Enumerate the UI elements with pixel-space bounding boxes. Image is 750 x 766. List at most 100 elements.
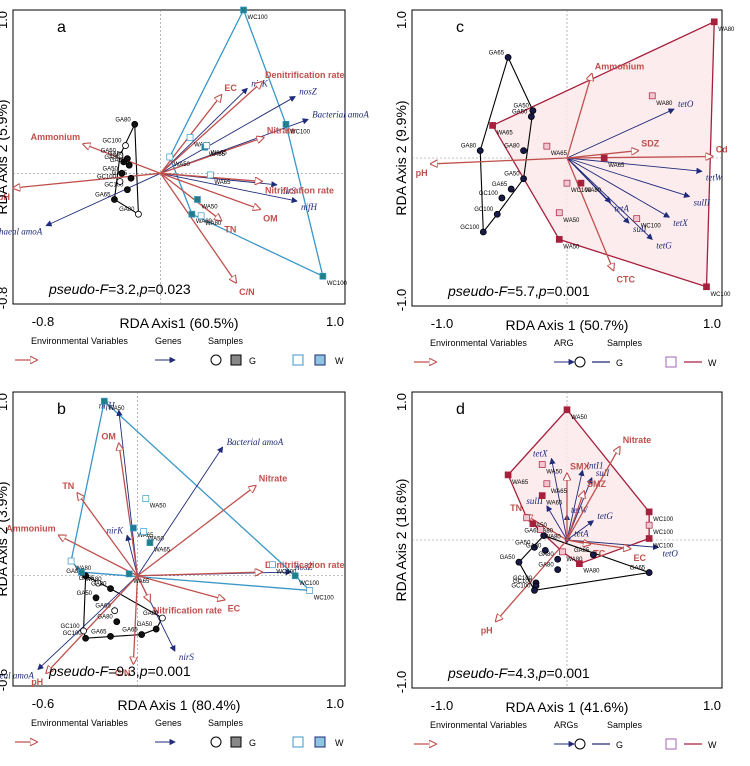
- stat-p: p: [538, 665, 547, 681]
- sample-label: GC100: [460, 225, 480, 231]
- env-vector: [431, 157, 568, 164]
- sample-label: WC100: [571, 188, 592, 194]
- sample-label: WA65: [137, 533, 154, 539]
- gene-vector: [566, 521, 593, 541]
- sample-label: GC100: [61, 624, 81, 630]
- stat-text: pseudo-F=9.3,p=0.001: [48, 663, 191, 679]
- sample-label: WC100: [276, 570, 297, 576]
- x-axis-label: RDA Axis 1 (80.4%): [118, 697, 241, 713]
- sample-label: GA50: [504, 172, 520, 178]
- env-vector: [566, 539, 631, 549]
- sample-label: GA50: [500, 555, 516, 561]
- env-label: SMX: [570, 461, 590, 471]
- sample-label: GC100: [474, 207, 494, 213]
- sample-w-marker: [142, 495, 150, 502]
- env-vector: [160, 137, 264, 174]
- env-vector: [119, 443, 139, 576]
- env-label: Nitrate: [259, 474, 288, 484]
- sample-w-marker: [166, 153, 174, 161]
- sample-label: WC100: [299, 581, 320, 587]
- y-axis-label: RDA Axis 2 (18.6%): [393, 479, 409, 602]
- y-tick: 1.0: [0, 11, 10, 29]
- sample-label: GA80: [119, 207, 135, 213]
- gene-vector: [566, 470, 583, 541]
- gene-vector: [127, 535, 138, 576]
- legend-g-open: [574, 738, 586, 750]
- gene-label: sulI: [596, 468, 611, 478]
- sample-w-marker: [555, 209, 563, 217]
- sample-w-marker: [78, 568, 85, 576]
- gene-label: tetG: [656, 240, 672, 250]
- sample-w-marker: [319, 272, 327, 280]
- sample-label: GA80: [115, 117, 131, 123]
- stat-prefix: pseudo-F: [447, 283, 509, 299]
- sample-w-marker: [240, 6, 247, 14]
- legend-w-label: W: [335, 738, 344, 748]
- gene-label: tetG: [597, 511, 613, 521]
- gene-label: tetX: [673, 218, 688, 228]
- stat-prefix: pseudo-F: [48, 663, 110, 679]
- sample-label: GA50: [101, 148, 117, 154]
- sample-label: GA50: [514, 104, 530, 110]
- stat-prefix: pseudo-F: [447, 665, 509, 681]
- sample-w-marker: [67, 557, 75, 565]
- sample-label: WA50: [108, 406, 125, 412]
- env-label: pH: [481, 625, 493, 635]
- sample-w-marker: [703, 283, 710, 291]
- env-vector: [566, 74, 592, 159]
- sample-w-marker: [188, 210, 196, 218]
- gene-vector: [552, 459, 568, 541]
- stat-p: p: [538, 283, 547, 299]
- sample-g-marker: [529, 107, 537, 115]
- sample-label: WC100: [653, 544, 674, 550]
- sample-g-marker: [107, 632, 114, 640]
- gene-label: nirK: [107, 525, 125, 535]
- gene-vector: [160, 88, 248, 174]
- sample-label: WC100: [314, 595, 335, 601]
- y-axis-label: RDA Axis 2 (9.9%): [393, 100, 409, 215]
- sample-label: WC100: [653, 530, 674, 536]
- sample-g-marker: [138, 631, 146, 638]
- gene-label: nosZ: [295, 562, 314, 572]
- legend-w-filled: [314, 354, 326, 366]
- sample-label: GA65: [91, 629, 107, 635]
- legend-samples-label: Samples: [607, 720, 643, 730]
- env-label: TN: [224, 225, 236, 235]
- env-vector: [137, 486, 256, 577]
- sample-label: WA50: [148, 537, 165, 543]
- sample-label: WC100: [248, 15, 269, 21]
- sample-label: GA65: [630, 566, 646, 572]
- sample-w-marker: [645, 508, 653, 516]
- stat-p: p: [139, 281, 148, 297]
- sample-g-marker: [123, 186, 131, 194]
- legend-genes-label: Genes: [155, 718, 182, 728]
- y-tick: 1.0: [394, 11, 409, 29]
- sample-g-marker: [82, 634, 90, 642]
- stat-text: pseudo-F=5.7,p=0.001: [447, 283, 590, 299]
- legend-w-open: [665, 738, 677, 750]
- legend-w-open: [292, 736, 304, 748]
- sample-label: WA65: [551, 489, 568, 495]
- env-label: Cd: [716, 145, 728, 155]
- sample-g-marker: [80, 627, 87, 635]
- sample-label: GC100: [63, 631, 83, 637]
- gene-vector: [547, 506, 568, 541]
- y-tick: -1.0: [394, 671, 409, 693]
- sample-label: GA80: [66, 569, 82, 575]
- sample-w-marker: [523, 514, 531, 522]
- stat-pval: =0.001: [546, 665, 589, 681]
- env-label: SDZ: [641, 139, 660, 149]
- sample-w-marker: [207, 171, 214, 179]
- sample-label: GA80: [504, 144, 520, 150]
- legend: Environmental Variables ARG Samples G W: [414, 338, 717, 368]
- sample-g-marker: [116, 151, 124, 159]
- legend-w-label: W: [708, 740, 717, 750]
- sample-label: GC100: [513, 576, 533, 582]
- env-label: Ammonium: [6, 523, 56, 533]
- panel-letter: d: [456, 401, 465, 418]
- sample-label: GA50: [515, 540, 531, 546]
- stat-text: pseudo-F=3.2,p=0.023: [48, 281, 191, 297]
- gene-vector: [566, 157, 702, 171]
- gene-label: nifH: [99, 400, 116, 410]
